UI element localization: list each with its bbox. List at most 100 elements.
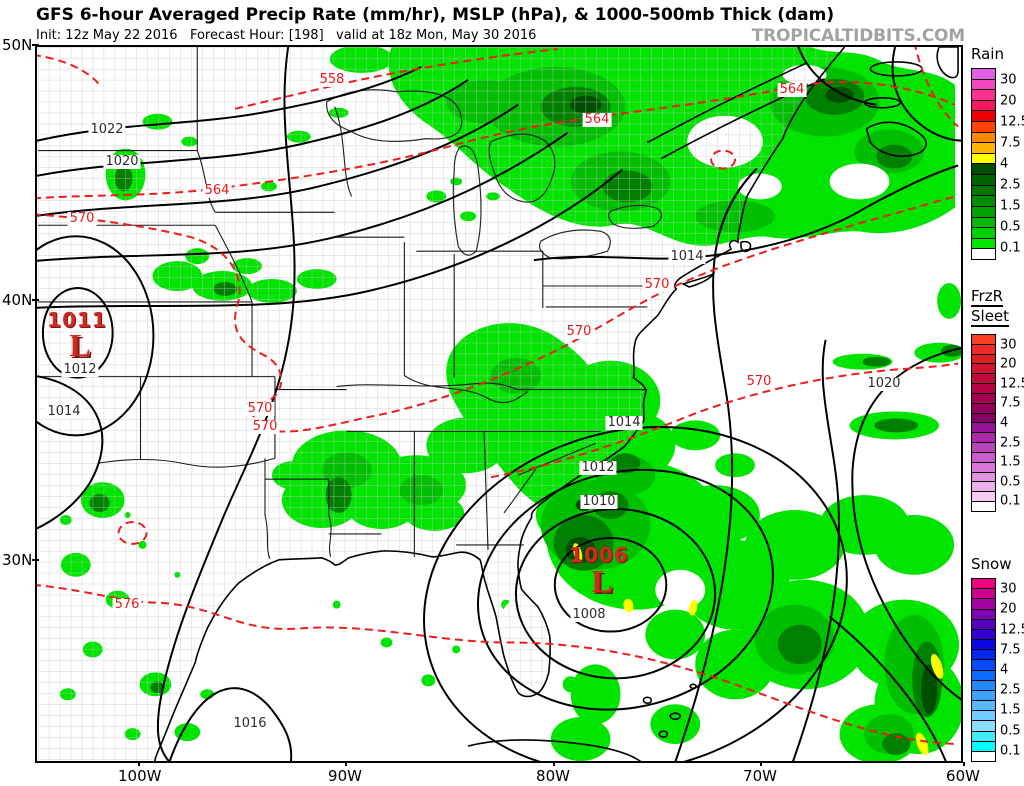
legend-color-swatch bbox=[972, 121, 995, 132]
legend-value-label: 30 bbox=[1000, 72, 1017, 88]
legend-color-swatch bbox=[972, 659, 995, 670]
low-pressure-value: 1011 bbox=[47, 308, 107, 332]
thickness-contour-label: 570 bbox=[642, 277, 672, 292]
pressure-contour-label: 1008 bbox=[570, 607, 608, 622]
pressure-contour-label: 1010 bbox=[580, 494, 618, 509]
thickness-contour-label: 570 bbox=[564, 324, 594, 339]
legend-color-swatch bbox=[972, 700, 995, 711]
legend-color-swatch bbox=[972, 152, 995, 164]
page-title: GFS 6-hour Averaged Precip Rate (mm/hr),… bbox=[36, 5, 835, 25]
legend-color-swatch bbox=[972, 639, 995, 650]
legend-value-label: 7.5 bbox=[1000, 642, 1021, 658]
thickness-contour-label: 570 bbox=[245, 401, 275, 416]
pressure-contour-label: 1022 bbox=[88, 122, 126, 137]
legend-color-swatch bbox=[972, 383, 995, 393]
legend-title: Rain bbox=[971, 45, 1004, 63]
state-borders bbox=[37, 47, 664, 560]
legend-color-swatch bbox=[972, 720, 995, 731]
legend-value-label: 12.5 bbox=[1000, 622, 1024, 638]
low-pressure-symbol: L bbox=[591, 563, 613, 599]
legend-value-label: 0.5 bbox=[1000, 723, 1021, 739]
thickness-contour-label: 558 bbox=[317, 72, 347, 87]
legend-color-swatch bbox=[972, 689, 995, 701]
legend-value-label: 30 bbox=[1000, 581, 1017, 597]
pressure-contour-label: 1014 bbox=[668, 249, 706, 264]
thickness-contour-label: 570 bbox=[744, 374, 774, 389]
legend-color-swatch bbox=[972, 363, 995, 374]
pressure-contour-label: 1020 bbox=[865, 376, 903, 391]
legend-color-swatch bbox=[972, 412, 995, 423]
legend-color-swatch bbox=[972, 69, 995, 79]
lon-tick-label: 80W bbox=[533, 762, 573, 785]
legend-color-swatch bbox=[972, 99, 995, 111]
lat-tick-label: 40N bbox=[2, 291, 39, 309]
legend-value-label: 0.1 bbox=[1000, 493, 1021, 509]
legend-color-swatch bbox=[972, 579, 995, 589]
legend-color-swatch bbox=[972, 618, 995, 629]
legend-value-label: 0.5 bbox=[1000, 474, 1021, 490]
weather-map bbox=[37, 47, 961, 761]
pressure-contour-label: 1020 bbox=[103, 154, 141, 169]
legend-value-label: 4 bbox=[1000, 156, 1009, 172]
pressure-contour-label: 1012 bbox=[61, 362, 99, 377]
lon-tick-label: 100W bbox=[118, 762, 162, 785]
legend-color-swatch bbox=[972, 163, 995, 175]
legend-title: Snow bbox=[971, 555, 1012, 573]
thickness-contour-label: 564 bbox=[582, 112, 612, 127]
coastline bbox=[153, 47, 959, 761]
legend-color-swatch bbox=[972, 679, 995, 690]
legend-value-label: 12.5 bbox=[1000, 114, 1024, 130]
legend-color-swatch bbox=[972, 248, 995, 259]
legend-color-swatch bbox=[972, 649, 995, 660]
legend-color-swatch bbox=[972, 422, 995, 433]
legend-value-label: 0.5 bbox=[1000, 219, 1021, 235]
legend-color-swatch bbox=[972, 491, 995, 502]
legend-color-swatch bbox=[972, 335, 995, 344]
legend-value-label: 1.5 bbox=[1000, 702, 1021, 718]
low-pressure-symbol: L bbox=[69, 327, 91, 363]
lat-tick-label: 30N bbox=[2, 551, 39, 569]
low-pressure-value: 1006 bbox=[569, 543, 629, 567]
legend-value-label: 2.5 bbox=[1000, 435, 1021, 451]
legend-colorbar: 30 20 12.5 7.5 4 2.5 1.5 0.5 0.1 bbox=[971, 68, 1024, 260]
legend-color-swatch bbox=[972, 402, 995, 413]
legend-color-swatch bbox=[972, 451, 995, 462]
legend-value-label: 1.5 bbox=[1000, 198, 1021, 214]
legend-value-label: 7.5 bbox=[1000, 395, 1021, 411]
lat-tick-label: 50N bbox=[2, 36, 39, 54]
legend-color-swatch bbox=[972, 588, 995, 599]
legend-color-swatch bbox=[972, 481, 995, 492]
legend-color-swatch bbox=[972, 142, 995, 153]
thickness-contour-label: 564 bbox=[202, 183, 232, 198]
legend-color-swatch bbox=[972, 373, 995, 384]
legend-value-label: 20 bbox=[1000, 93, 1017, 109]
legend-value-label: 2.5 bbox=[1000, 177, 1021, 193]
thickness-contour-label: 576 bbox=[112, 597, 142, 612]
pressure-contour-label: 1014 bbox=[605, 415, 643, 430]
pressure-contour-label: 1014 bbox=[45, 404, 83, 419]
map-overlay: 1022 1020 1012 1014 1014 1014 1012 1010 1008 1020… bbox=[37, 47, 961, 761]
legend-color-swatch bbox=[972, 461, 995, 472]
legend-value-label: 0.1 bbox=[1000, 743, 1021, 759]
thickness-contour-label: 570 bbox=[250, 419, 280, 434]
legend-colorbar: 30 20 12.5 7.5 4 2.5 1.5 0.5 0.1 bbox=[971, 578, 1024, 762]
forecast-init-line: Init: 12z May 22 2016 Forecast Hour: [19… bbox=[36, 28, 537, 43]
legend-color-swatch bbox=[972, 89, 995, 100]
legend-color-swatch bbox=[972, 78, 995, 90]
legend-value-label: 4 bbox=[1000, 662, 1009, 678]
lon-tick-label: 70W bbox=[740, 762, 780, 785]
thickness-contours bbox=[37, 47, 959, 746]
map-frame: 1022 1020 1012 1014 1014 1014 1012 1010 1008 1020… bbox=[35, 45, 963, 763]
legend-color-swatch bbox=[972, 669, 995, 680]
legend-color-swatch bbox=[972, 184, 995, 196]
legend-colorbar: 30 20 12.5 7.5 4 2.5 1.5 0.5 0.1 bbox=[971, 334, 1024, 512]
legend-color-swatch bbox=[972, 740, 995, 751]
legend-value-label: 12.5 bbox=[1000, 376, 1024, 392]
legend-color-swatch bbox=[972, 750, 995, 762]
lon-tick-label: 90W bbox=[325, 762, 365, 785]
pressure-contour-label: 1012 bbox=[579, 460, 617, 475]
legend-color-swatch bbox=[972, 353, 995, 364]
legend-value-label: 30 bbox=[1000, 337, 1017, 353]
site-watermark: TROPICALTIDBITS.COM bbox=[751, 26, 965, 46]
